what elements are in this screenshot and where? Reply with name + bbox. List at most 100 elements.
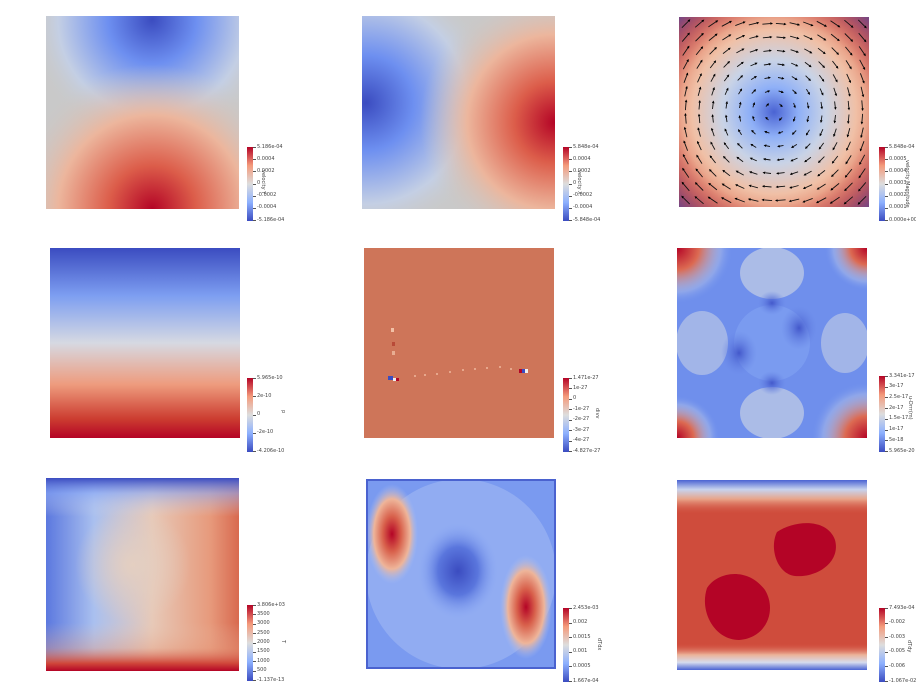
velocity-arrow <box>748 21 760 26</box>
velocity-arrow <box>682 59 689 70</box>
colorbar-tick-label: -4e-27 <box>573 437 590 444</box>
velocity-arrow <box>722 47 731 54</box>
dtdx-colorbar <box>563 608 569 682</box>
velocity-arrow <box>738 101 742 109</box>
velocity-arrow <box>710 127 715 137</box>
velocity-arrow <box>723 142 730 150</box>
dtdx-colorbar-title: dTdx <box>596 638 602 651</box>
colorbar-tick-label: 2.453e-03 <box>573 604 599 611</box>
velocity-arrow <box>722 34 732 41</box>
velocity-arrow <box>831 169 839 178</box>
colorbar-tick-mark <box>253 661 256 663</box>
velocity-x-colorbar <box>563 147 569 221</box>
colorbar-tick-mark <box>569 147 572 148</box>
velocity-arrow <box>816 20 827 27</box>
velocity-arrow <box>846 141 851 151</box>
velocity-arrow <box>683 72 689 83</box>
colorbar-tick-label: 3000 <box>257 620 270 627</box>
velocity-arrow <box>776 36 786 39</box>
colorbar-tick-label: -0.006 <box>889 662 906 669</box>
velocity-arrow <box>845 46 853 56</box>
velocity-arrow <box>803 35 813 40</box>
velocity-arrow <box>804 48 813 54</box>
colorbar-tick-label: 0 <box>257 180 261 186</box>
colorbar-tick-mark <box>569 398 572 400</box>
div-colorbar <box>563 378 569 452</box>
colorbar-tick-mark <box>253 207 256 209</box>
velocity-arrow <box>776 158 785 162</box>
colorbar-tick-label: 1500 <box>257 648 270 655</box>
velocity-arrow <box>735 184 745 189</box>
velocity-arrow <box>820 101 824 110</box>
velocity-arrow <box>763 144 771 148</box>
velocity-arrow <box>819 129 824 137</box>
colorbar-tick-label: -4.206e-10 <box>257 447 285 454</box>
colorbar-tick-label: 5e-18 <box>889 436 904 443</box>
colorbar-tick-mark <box>885 397 888 399</box>
velocity-arrow <box>721 20 732 27</box>
colorbar-tick-label: 1e-27 <box>573 384 588 391</box>
colorbar-tick-mark <box>885 376 888 377</box>
velocity-arrow <box>817 34 827 41</box>
velocity-arrow <box>684 85 688 97</box>
colorbar-tick-mark <box>885 666 888 668</box>
velocity-arrow <box>806 88 810 95</box>
velocity-arrow <box>750 143 757 148</box>
colorbar-tick-mark <box>885 159 888 161</box>
velocity-arrow <box>697 86 702 97</box>
colorbar-tick-mark <box>253 432 256 434</box>
velocity-arrow <box>791 144 798 148</box>
velocity-arrow <box>708 33 718 41</box>
colorbar-tick-mark <box>569 651 572 653</box>
colorbar-tick-label: -5.186e-04 <box>257 216 285 223</box>
colorbar-tick-mark <box>569 451 572 452</box>
colorbar-tick-mark <box>569 608 572 609</box>
velocity-arrow <box>749 171 758 175</box>
colorbar-tick-mark <box>885 220 888 221</box>
colorbar-tick-label: 0.0004 <box>257 155 275 162</box>
colorbar-tick-mark <box>885 608 888 609</box>
colorbar-tick-label: -0.0004 <box>573 204 593 211</box>
velocity-arrow <box>722 155 730 163</box>
colorbar-tick-mark <box>885 429 888 431</box>
velocity-arrow <box>858 168 866 179</box>
colorbar-tick-label: 0.000e+00 <box>889 216 916 223</box>
colorbar-tick-mark <box>569 195 572 197</box>
colorbar-tick-label: 7.493e-04 <box>889 604 915 611</box>
velocity-arrow <box>832 60 839 69</box>
velocity-arrow <box>844 168 853 178</box>
velocity-arrow <box>765 116 769 121</box>
colorbar-tick-label: 0.0002 <box>257 167 275 174</box>
colorbar-tick-label: -2e-27 <box>573 416 590 423</box>
colorbar-tick-mark <box>253 183 256 185</box>
velocity-arrow <box>681 195 691 205</box>
colorbar-tick-label: 1.471e-27 <box>573 374 599 381</box>
velocity-arrow <box>833 128 837 137</box>
colorbar-tick-mark <box>569 409 572 411</box>
velocity-arrow <box>819 88 824 96</box>
velocity-arrow <box>805 75 811 82</box>
velocity-arrow <box>681 32 690 42</box>
velocity-arrow <box>696 154 703 164</box>
velocity-arrow <box>858 32 867 43</box>
colorbar-tick-label: -1e-27 <box>573 405 590 412</box>
dtdx-field <box>366 479 556 669</box>
velocity-arrow <box>698 100 701 110</box>
velocity-arrow <box>750 62 758 67</box>
velocity-arrow <box>831 47 840 55</box>
colorbar-tick-label: 1.5e-17 <box>889 415 909 422</box>
velocity-arrow <box>761 198 773 202</box>
velocity-arrow <box>806 115 810 123</box>
velocity-arrow <box>844 182 853 192</box>
velocity-arrow <box>847 87 851 97</box>
velocity-arrow <box>859 141 865 152</box>
colorbar-tick-mark <box>253 220 256 221</box>
velocity-magnitude-colorbar <box>879 147 885 221</box>
velocity-arrow <box>803 21 814 27</box>
colorbar-tick-mark <box>569 207 572 209</box>
colorbar-tick-label: 0 <box>573 395 577 402</box>
velocity-arrow <box>722 169 731 177</box>
velocity-arrow <box>804 156 812 163</box>
velocity-arrow <box>802 184 813 189</box>
velocity-arrow <box>775 22 787 26</box>
